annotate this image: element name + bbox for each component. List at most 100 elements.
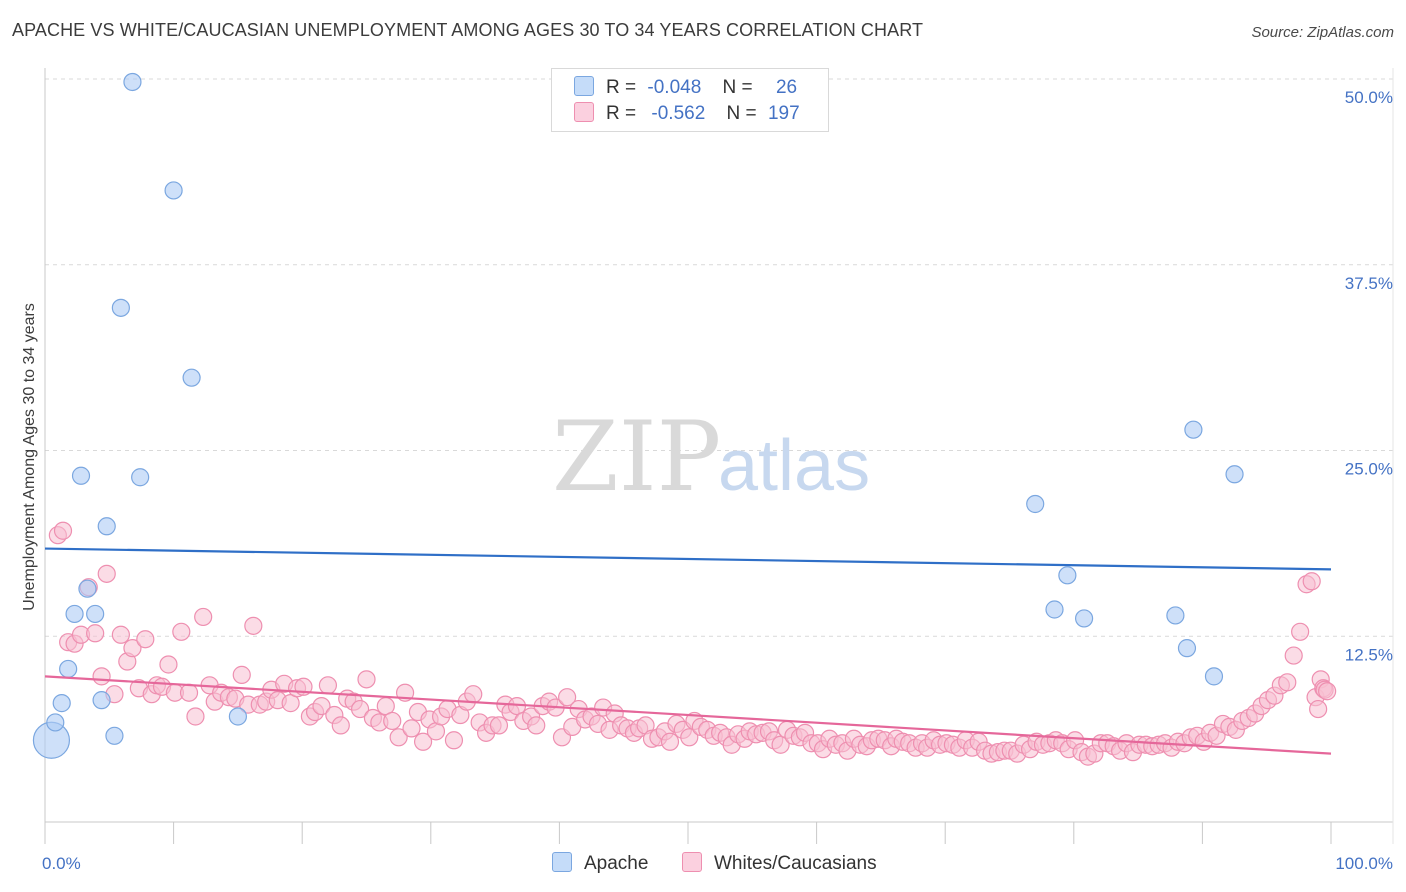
chart-title: APACHE VS WHITE/CAUCASIAN UNEMPLOYMENT A…: [12, 20, 924, 40]
y-tick-label: 12.5%: [1345, 645, 1393, 664]
axes: [44, 68, 1394, 844]
apache-point: [131, 468, 150, 487]
y-tick-label: 25.0%: [1345, 460, 1393, 479]
whites-point: [527, 716, 546, 735]
x-tick-label: 0.0%: [42, 854, 81, 873]
apache-point: [1166, 606, 1185, 625]
whites-point: [86, 624, 105, 643]
apache-point: [52, 694, 71, 713]
apache-point: [59, 659, 78, 679]
apache-legend-label: Apache: [584, 853, 649, 874]
apache-point: [111, 298, 130, 317]
x-tick-label: 100.0%: [1335, 854, 1393, 873]
whites-point: [194, 607, 213, 627]
whites-point: [489, 716, 509, 735]
watermark-atlas: atlas: [718, 426, 870, 506]
whites-point: [464, 685, 483, 704]
watermark-zip: ZIP: [552, 401, 721, 513]
whites-point: [1309, 699, 1328, 719]
apache-point: [1026, 494, 1045, 514]
whites-point: [179, 683, 199, 702]
bottom-legend-apache: Apache: [552, 852, 648, 875]
trend-lines: [44, 547, 1332, 755]
whites-point: [1284, 646, 1303, 665]
apache-n-label: N =: [722, 77, 753, 98]
apache-r-label: R =: [606, 77, 637, 98]
apache-swatch: [574, 76, 594, 96]
apache-point: [1177, 639, 1197, 658]
whites-point: [186, 707, 205, 726]
apache-point: [105, 726, 124, 745]
source-label: Source: ZipAtlas.com: [1251, 24, 1394, 41]
whites-point: [660, 732, 680, 751]
whites-point: [357, 670, 376, 689]
whites-point: [350, 699, 370, 719]
grid: [45, 78, 1393, 637]
whites-point: [1278, 673, 1297, 692]
whites-point: [383, 711, 402, 731]
whites-point: [123, 639, 142, 658]
whites-point: [558, 688, 577, 707]
whites-n-value: 197: [767, 103, 800, 124]
whites-point: [312, 696, 331, 716]
apache-point: [65, 604, 84, 624]
whites-legend-swatch: [682, 852, 702, 872]
whites-point: [92, 667, 111, 686]
apache-point: [78, 579, 97, 598]
apache-point: [92, 691, 111, 710]
whites-point: [159, 655, 178, 674]
whites-point: [97, 564, 116, 583]
x-tick-labels: 0.0% 100.0%: [42, 854, 1393, 873]
whites-point: [389, 728, 408, 747]
legend-row-whites: R = -0.562 N = 197: [574, 102, 800, 126]
apache-point: [71, 466, 91, 485]
apache-point: [164, 181, 183, 200]
apache-point: [1225, 465, 1244, 484]
whites-point: [1302, 572, 1321, 591]
whites-point: [244, 616, 263, 635]
whites-point: [413, 732, 433, 751]
apache-point: [46, 713, 65, 732]
apache-point: [123, 72, 142, 92]
apache-point: [86, 604, 105, 624]
apache-point: [228, 707, 247, 726]
whites-swatch: [574, 102, 594, 122]
y-tick-label: 50.0%: [1345, 88, 1393, 107]
apache-legend-swatch: [552, 852, 572, 872]
apache-n-value: 26: [775, 77, 798, 98]
whites-point: [402, 719, 421, 738]
whites-point: [136, 630, 155, 649]
apache-series: [32, 72, 1244, 759]
whites-point: [232, 665, 251, 684]
whites-n-label: N =: [726, 103, 757, 124]
y-tick-label: 37.5%: [1345, 274, 1393, 293]
whites-point: [1291, 622, 1310, 641]
whites-r-label: R =: [606, 103, 637, 124]
y-tick-labels: 12.5% 25.0% 37.5% 50.0%: [1345, 88, 1393, 664]
apache-point: [182, 368, 201, 387]
apache-point: [1058, 566, 1077, 585]
whites-series: [48, 521, 1337, 766]
apache-r-value: -0.048: [647, 77, 702, 98]
apache-point: [1204, 667, 1224, 686]
apache-point: [1184, 420, 1203, 439]
correlation-legend: R = -0.048 N = 26 R = -0.562 N = 197: [551, 68, 829, 132]
whites-point: [444, 731, 464, 750]
whites-point: [680, 728, 699, 747]
whites-r-value: -0.562: [651, 103, 706, 124]
whites-trend-line: [44, 675, 1332, 755]
y-axis-label: Unemployment Among Ages 30 to 34 years: [21, 303, 38, 611]
whites-legend-label: Whites/Caucasians: [714, 853, 877, 874]
bottom-legend-whites: Whites/Caucasians: [682, 852, 877, 875]
whites-point: [111, 625, 130, 644]
apache-point: [97, 517, 116, 536]
legend-row-apache: R = -0.048 N = 26: [574, 76, 797, 100]
whites-point: [318, 676, 338, 695]
whites-point: [331, 716, 350, 735]
apache-point: [1045, 600, 1064, 619]
apache-point: [1074, 609, 1094, 628]
whites-point: [1318, 682, 1337, 701]
whites-point: [172, 622, 191, 641]
whites-point: [53, 521, 73, 540]
